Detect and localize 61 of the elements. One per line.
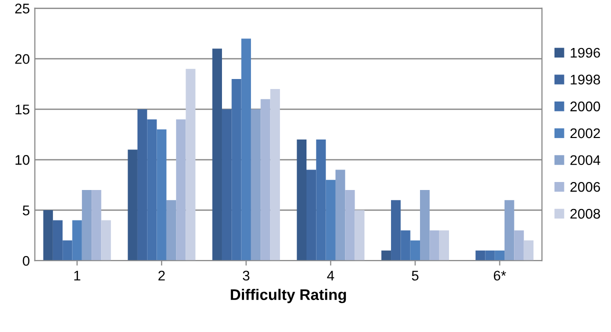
bar bbox=[137, 109, 148, 261]
bar bbox=[72, 220, 82, 261]
bar bbox=[400, 230, 410, 261]
bar bbox=[391, 200, 401, 261]
legend-label: 1998 bbox=[570, 74, 600, 85]
x-tick-label: 3 bbox=[242, 270, 250, 281]
legend-label: 2002 bbox=[570, 128, 600, 138]
legend-label: 2000 bbox=[570, 102, 600, 112]
y-tick-label: 15 bbox=[16, 104, 30, 114]
bar bbox=[43, 210, 53, 261]
x-tick-label: 6* bbox=[494, 270, 506, 281]
legend-label: 1996 bbox=[570, 48, 600, 58]
y-tick-label: 0 bbox=[22, 256, 30, 266]
bar bbox=[166, 200, 176, 261]
legend-label: 2008 bbox=[570, 208, 600, 219]
bar bbox=[92, 190, 102, 261]
bar bbox=[439, 230, 449, 261]
x-tick-label: 1 bbox=[74, 270, 80, 280]
bar bbox=[345, 190, 355, 261]
bar bbox=[354, 210, 364, 261]
bar bbox=[270, 89, 280, 261]
bar bbox=[176, 119, 186, 261]
y-tick-label: 5 bbox=[22, 206, 30, 216]
bar bbox=[296, 140, 307, 261]
bar bbox=[241, 38, 251, 261]
legend-label: 2006 bbox=[570, 182, 600, 192]
bar bbox=[260, 99, 270, 261]
x-tick-label: 5 bbox=[412, 270, 418, 281]
bar bbox=[82, 190, 92, 261]
x-axis-title: Difficulty Rating bbox=[230, 288, 346, 304]
bar bbox=[212, 48, 222, 261]
bar bbox=[504, 200, 514, 261]
bar bbox=[476, 250, 486, 261]
bar bbox=[410, 240, 420, 261]
bar bbox=[306, 170, 316, 261]
bar bbox=[156, 129, 166, 261]
bar bbox=[326, 180, 336, 261]
bar bbox=[52, 220, 63, 261]
bar bbox=[316, 140, 326, 261]
y-tick-label: 25 bbox=[15, 4, 30, 14]
x-tick-label: 2 bbox=[158, 270, 165, 280]
legend-label: 2004 bbox=[570, 155, 600, 166]
bar bbox=[232, 78, 242, 261]
bar bbox=[494, 250, 505, 261]
bar bbox=[62, 240, 72, 261]
bar bbox=[524, 240, 534, 261]
bar bbox=[420, 190, 430, 261]
y-tick-label: 20 bbox=[15, 54, 30, 64]
bar bbox=[430, 230, 440, 261]
bar bbox=[101, 220, 111, 261]
x-tick-label: 4 bbox=[327, 270, 334, 280]
bar bbox=[186, 68, 196, 261]
bar bbox=[485, 250, 495, 261]
bar bbox=[381, 250, 392, 261]
y-tick-label: 10 bbox=[16, 155, 30, 165]
bar bbox=[335, 170, 346, 261]
bar bbox=[222, 109, 232, 261]
bar bbox=[147, 119, 157, 261]
bar bbox=[250, 109, 261, 261]
bar bbox=[128, 150, 138, 261]
bar bbox=[514, 230, 524, 261]
